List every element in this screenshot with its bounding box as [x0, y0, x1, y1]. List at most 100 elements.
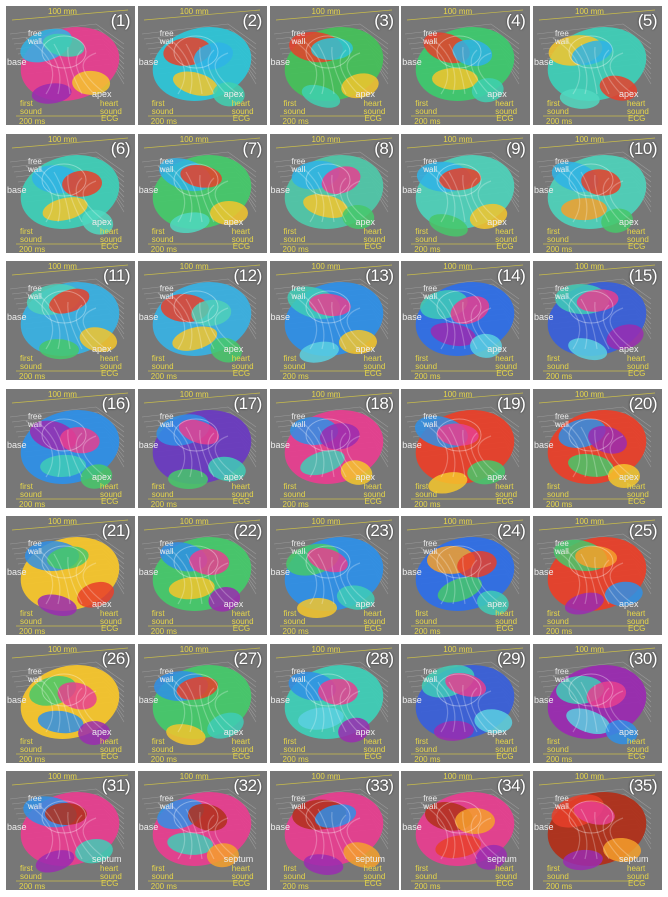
- first-sound-label: first sound: [415, 354, 438, 371]
- animation-frame-panel: 100 mm free wall base apex first sound heart …: [137, 6, 267, 125]
- heart-sound-label: heart sound: [495, 354, 518, 371]
- animation-frame-panel: 100 mm free wall base septum first sound hear…: [401, 771, 531, 891]
- time-scale-label: 200 ms: [414, 882, 441, 891]
- heart-surface-map: [9, 264, 129, 372]
- septum-label: septum: [619, 854, 649, 864]
- heart-surface-map: [405, 9, 524, 117]
- first-sound-label: first sound: [547, 609, 569, 626]
- free-wall-label: free wall: [159, 539, 174, 556]
- base-label: base: [138, 694, 159, 705]
- heart-surface-map: [9, 647, 129, 754]
- distance-scale-label: 100 mm: [48, 644, 77, 654]
- apex-label: apex: [487, 599, 507, 609]
- time-scale-label: 200 ms: [19, 372, 46, 381]
- distance-scale-label: 100 mm: [443, 134, 473, 144]
- heart-sound-label: heart sound: [100, 736, 122, 754]
- base-label: base: [270, 567, 291, 577]
- frame-number-label: (2): [242, 11, 262, 30]
- heart-surface-map: [273, 774, 392, 882]
- first-sound-label: first sound: [547, 864, 569, 881]
- free-wall-label: free wall: [291, 284, 306, 301]
- ecg-label: ECG: [364, 879, 382, 888]
- apex-label: apex: [619, 216, 639, 227]
- heart-sound-label: heart sound: [495, 609, 518, 626]
- septum-label: septum: [223, 854, 254, 864]
- distance-scale-label: 100 mm: [311, 134, 341, 144]
- animation-frame-panel: 100 mm free wall base apex first sound heart …: [269, 388, 399, 508]
- distance-scale-label: 100 mm: [311, 772, 341, 781]
- heart-surface-map: [405, 774, 524, 882]
- heart-surface-map: [536, 264, 656, 372]
- distance-scale-label: 100 mm: [48, 772, 77, 781]
- apex-label: apex: [487, 344, 507, 354]
- distance-scale-label: 100 mm: [48, 262, 77, 271]
- heart-sound-label: heart sound: [100, 226, 122, 244]
- animation-frame-panel: 100 mm free wall base apex first sound heart …: [6, 643, 135, 763]
- time-scale-label: 200 ms: [150, 754, 177, 763]
- base-label: base: [534, 57, 554, 67]
- heart-surface-map: [9, 519, 129, 627]
- animation-frame-panel: 100 mm free wall base apex first sound heart …: [533, 6, 662, 125]
- distance-scale-label: 100 mm: [443, 389, 473, 399]
- heart-sound-label: heart sound: [363, 226, 386, 244]
- heart-sound-label: heart sound: [627, 354, 649, 371]
- animation-frame-panel: 100 mm free wall base apex first sound heart …: [401, 133, 531, 253]
- distance-scale-label: 100 mm: [575, 772, 604, 781]
- base-label: base: [270, 439, 291, 450]
- first-sound-label: first sound: [20, 736, 42, 754]
- distance-scale-label: 100 mm: [575, 517, 604, 526]
- apex-label: apex: [223, 216, 244, 227]
- heart-sound-label: heart sound: [100, 609, 122, 626]
- free-wall-label: free wall: [423, 794, 438, 811]
- distance-scale-label: 100 mm: [179, 262, 209, 271]
- apex-label: apex: [92, 726, 112, 737]
- first-sound-label: first sound: [20, 609, 42, 626]
- first-sound-label: first sound: [151, 864, 174, 881]
- free-wall-label: free wall: [291, 666, 306, 684]
- frame-number-label: (26): [101, 648, 131, 668]
- animation-frame-panel: 100 mm free wall base apex first sound heart …: [269, 261, 399, 380]
- frame-number-label: (6): [110, 138, 131, 158]
- heart-surface-map: [405, 392, 524, 499]
- heart-sound-label: heart sound: [495, 226, 518, 244]
- apex-label: apex: [355, 471, 376, 482]
- frame-number-label: (35): [628, 776, 658, 795]
- heart-sound-label: heart sound: [495, 736, 518, 754]
- animation-frame-panel: 100 mm free wall base apex first sound heart …: [533, 388, 662, 508]
- heart-sound-label: heart sound: [363, 864, 386, 881]
- first-sound-label: first sound: [547, 481, 569, 499]
- frame-number-label: (14): [497, 266, 526, 285]
- heart-surface-map: [273, 647, 392, 754]
- heart-sound-label: heart sound: [363, 354, 386, 371]
- ecg-label: ECG: [496, 879, 514, 888]
- septum-label: septum: [92, 854, 122, 864]
- animation-frame-panel: 100 mm free wall base apex first sound heart …: [533, 516, 662, 635]
- free-wall-label: free wall: [28, 794, 42, 811]
- free-wall-label: free wall: [28, 666, 42, 684]
- heart-sound-label: heart sound: [100, 99, 122, 116]
- ecg-label: ECG: [232, 114, 251, 123]
- free-wall-label: free wall: [423, 666, 438, 684]
- animation-frame-panel: 100 mm free wall base apex first sound heart …: [137, 516, 267, 635]
- first-sound-label: first sound: [20, 481, 42, 499]
- apex-label: apex: [619, 726, 639, 737]
- distance-scale-label: 100 mm: [179, 134, 209, 144]
- apex-label: apex: [92, 344, 112, 354]
- first-sound-label: first sound: [415, 864, 438, 881]
- time-scale-label: 200 ms: [19, 882, 46, 891]
- first-sound-label: first sound: [20, 99, 42, 116]
- base-label: base: [534, 184, 554, 195]
- free-wall-label: free wall: [423, 411, 438, 429]
- first-sound-label: first sound: [415, 226, 438, 244]
- base-label: base: [402, 57, 422, 67]
- free-wall-label: free wall: [555, 29, 569, 46]
- free-wall-label: free wall: [159, 284, 174, 301]
- free-wall-label: free wall: [291, 539, 306, 556]
- ecg-label: ECG: [628, 369, 646, 378]
- heart-sound-label: heart sound: [231, 99, 254, 116]
- base-label: base: [534, 439, 554, 450]
- heart-sound-label: heart sound: [627, 864, 649, 881]
- ecg-label: ECG: [364, 241, 382, 251]
- frame-number-label: (20): [628, 393, 658, 413]
- first-sound-label: first sound: [283, 864, 306, 881]
